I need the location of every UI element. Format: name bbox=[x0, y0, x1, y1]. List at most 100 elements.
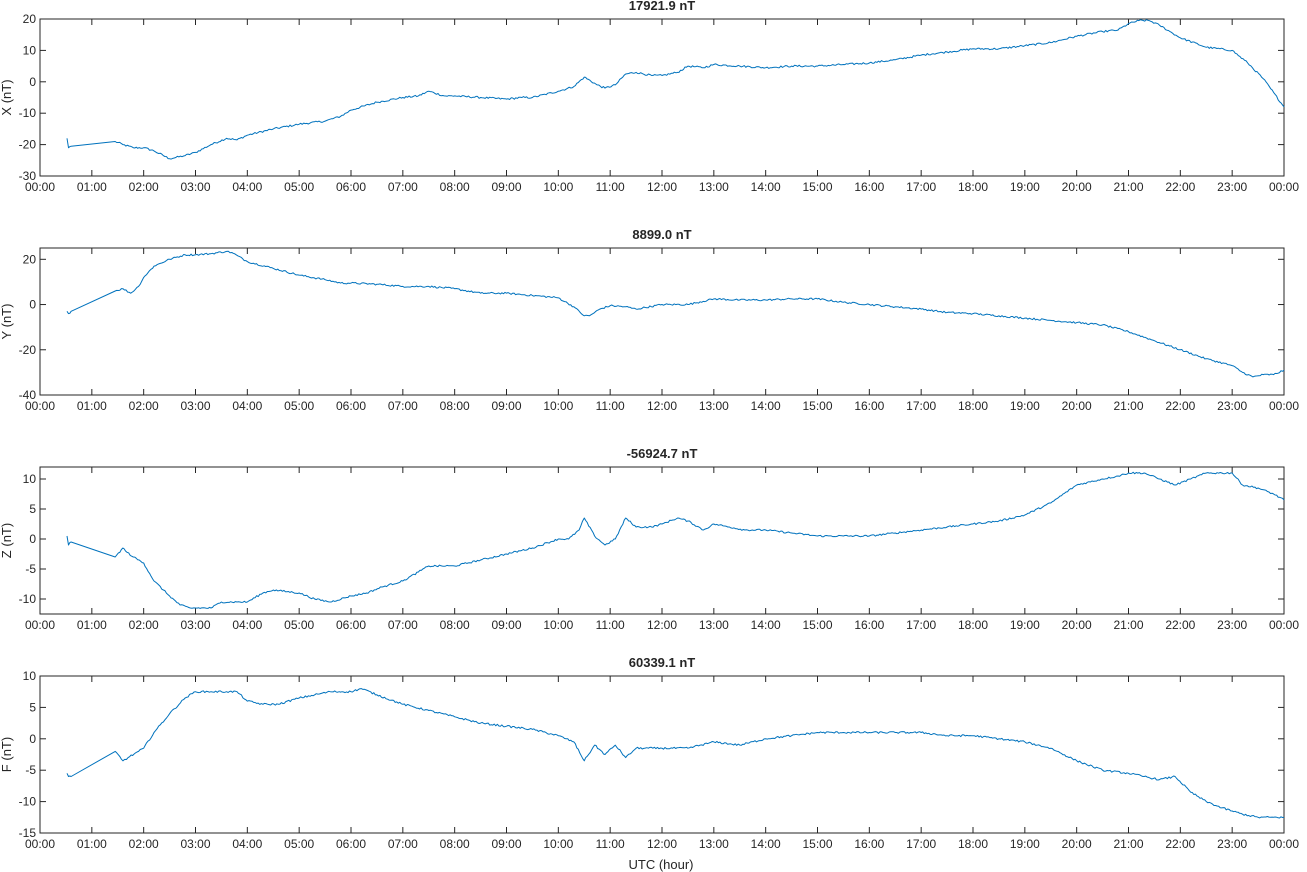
x-x-tick-label: 20:00 bbox=[1062, 180, 1092, 194]
z-x-tick-label: 15:00 bbox=[802, 618, 832, 632]
z-x-tick-label: 10:00 bbox=[543, 618, 573, 632]
y-y-tick-label: 0 bbox=[29, 298, 36, 312]
x-x-tick-label: 22:00 bbox=[1165, 180, 1195, 194]
x-x-tick-label: 05:00 bbox=[284, 180, 314, 194]
x-x-tick-label: 17:00 bbox=[906, 180, 936, 194]
y-x-tick-label: 23:00 bbox=[1217, 399, 1247, 413]
z-y-tick-label: 10 bbox=[23, 472, 37, 486]
z-x-tick-label: 14:00 bbox=[751, 618, 781, 632]
f-x-tick-label: 05:00 bbox=[284, 837, 314, 851]
f-axes-box bbox=[39, 675, 1285, 834]
x-x-tick-label: 14:00 bbox=[751, 180, 781, 194]
x-axes-box bbox=[39, 18, 1285, 177]
y-x-tick-label: 18:00 bbox=[958, 399, 988, 413]
y-x-tick-label: 22:00 bbox=[1165, 399, 1195, 413]
x-series-line bbox=[66, 19, 1285, 160]
f-y-tick-label: 5 bbox=[29, 700, 36, 714]
f-x-tick-label: 00:00 bbox=[25, 837, 55, 851]
x-y-tick-label: -20 bbox=[19, 138, 37, 152]
f-x-tick-label: 19:00 bbox=[1010, 837, 1040, 851]
x-x-tick-label: 06:00 bbox=[336, 180, 366, 194]
y-x-tick-label: 00:00 bbox=[25, 399, 55, 413]
y-x-tick-label: 08:00 bbox=[440, 399, 470, 413]
z-x-tick-label: 18:00 bbox=[958, 618, 988, 632]
f-y-tick-label: -15 bbox=[19, 826, 37, 840]
z-x-tick-label: 21:00 bbox=[1113, 618, 1143, 632]
y-series-line bbox=[66, 250, 1285, 378]
x-x-tick-label: 18:00 bbox=[958, 180, 988, 194]
x-x-tick-label: 21:00 bbox=[1113, 180, 1143, 194]
y-y-axis-label: Y (nT) bbox=[0, 304, 14, 340]
f-x-tick-label: 09:00 bbox=[491, 837, 521, 851]
y-axes-box bbox=[39, 247, 1285, 396]
x-x-tick-label: 09:00 bbox=[491, 180, 521, 194]
x-x-tick-label: 13:00 bbox=[699, 180, 729, 194]
z-x-tick-label: 23:00 bbox=[1217, 618, 1247, 632]
z-x-tick-label: 05:00 bbox=[284, 618, 314, 632]
y-x-tick-label: 17:00 bbox=[906, 399, 936, 413]
y-x-tick-label: 09:00 bbox=[491, 399, 521, 413]
x-x-tick-label: 08:00 bbox=[440, 180, 470, 194]
x-x-tick-label: 11:00 bbox=[596, 180, 625, 194]
f-x-tick-label: 15:00 bbox=[802, 837, 832, 851]
f-x-tick-label: 06:00 bbox=[336, 837, 366, 851]
y-y-tick-label: -20 bbox=[19, 343, 37, 357]
x-plot-title: 17921.9 nT bbox=[629, 0, 696, 13]
z-x-tick-label: 13:00 bbox=[699, 618, 729, 632]
z-y-tick-label: -5 bbox=[25, 562, 36, 576]
f-x-tick-label: 12:00 bbox=[647, 837, 677, 851]
z-axes-box bbox=[39, 466, 1285, 615]
y-x-tick-label: 20:00 bbox=[1062, 399, 1092, 413]
f-x-tick-label: 22:00 bbox=[1165, 837, 1195, 851]
y-plot-title: 8899.0 nT bbox=[632, 227, 691, 242]
x-x-tick-label: 03:00 bbox=[180, 180, 210, 194]
x-y-tick-label: 10 bbox=[23, 43, 37, 57]
f-y-tick-label: -5 bbox=[25, 763, 36, 777]
z-x-tick-label: 07:00 bbox=[388, 618, 418, 632]
y-x-tick-label: 01:00 bbox=[77, 399, 107, 413]
f-x-tick-label: 04:00 bbox=[232, 837, 262, 851]
z-x-tick-label: 19:00 bbox=[1010, 618, 1040, 632]
f-y-axis-label: F (nT) bbox=[0, 737, 14, 772]
y-x-tick-label: 19:00 bbox=[1010, 399, 1040, 413]
f-y-tick-label: -10 bbox=[19, 795, 37, 809]
y-x-tick-label: 10:00 bbox=[543, 399, 573, 413]
z-x-tick-label: 02:00 bbox=[129, 618, 159, 632]
z-x-tick-label: 11:00 bbox=[596, 618, 625, 632]
x-x-tick-label: 07:00 bbox=[388, 180, 418, 194]
y-x-tick-label: 06:00 bbox=[336, 399, 366, 413]
x-component-plot: 00:00 01:00 02:00 03:00 04:00 05:00 06:00 07:00… bbox=[0, 0, 1299, 194]
x-x-tick-label: 02:00 bbox=[129, 180, 159, 194]
y-x-tick-label: 07:00 bbox=[388, 399, 418, 413]
f-component-plot: 00:00 01:00 02:00 03:00 04:00 05:00 06:00 07:00… bbox=[0, 655, 1299, 851]
x-axis-label: UTC (hour) bbox=[628, 857, 693, 872]
f-x-tick-label: 17:00 bbox=[906, 837, 936, 851]
f-x-tick-label: 02:00 bbox=[129, 837, 159, 851]
y-y-tick-label: 20 bbox=[23, 252, 37, 266]
x-x-tick-label: 01:00 bbox=[77, 180, 107, 194]
y-y-tick-label: -40 bbox=[19, 388, 37, 402]
z-x-tick-label: 22:00 bbox=[1165, 618, 1195, 632]
z-x-tick-label: 00:00 bbox=[25, 618, 55, 632]
f-series-line bbox=[66, 688, 1285, 819]
x-y-axis-label: X (nT) bbox=[0, 79, 14, 115]
f-x-tick-label: 21:00 bbox=[1113, 837, 1143, 851]
z-x-tick-label: 00:00 bbox=[1269, 618, 1299, 632]
z-x-tick-label: 03:00 bbox=[180, 618, 210, 632]
x-x-tick-label: 04:00 bbox=[232, 180, 262, 194]
f-x-tick-label: 07:00 bbox=[388, 837, 418, 851]
x-y-tick-label: 0 bbox=[29, 75, 36, 89]
f-x-tick-label: 18:00 bbox=[958, 837, 988, 851]
f-x-tick-label: 11:00 bbox=[596, 837, 625, 851]
x-x-tick-label: 10:00 bbox=[543, 180, 573, 194]
f-plot-title: 60339.1 nT bbox=[629, 655, 696, 670]
z-x-tick-label: 08:00 bbox=[440, 618, 470, 632]
y-x-tick-label: 15:00 bbox=[802, 399, 832, 413]
y-x-tick-label: 04:00 bbox=[232, 399, 262, 413]
f-x-tick-label: 08:00 bbox=[440, 837, 470, 851]
z-x-tick-label: 04:00 bbox=[232, 618, 262, 632]
f-x-tick-label: 14:00 bbox=[751, 837, 781, 851]
z-x-tick-label: 17:00 bbox=[906, 618, 936, 632]
x-y-tick-label: 20 bbox=[23, 12, 37, 26]
z-x-tick-label: 09:00 bbox=[491, 618, 521, 632]
